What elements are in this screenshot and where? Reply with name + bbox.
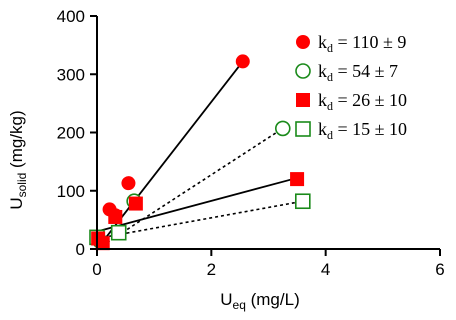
data-point <box>108 208 123 223</box>
legend-label: kd = 15 ± 10 <box>318 119 407 142</box>
x-tick-label: 4 <box>321 260 330 279</box>
fit-line <box>96 177 298 233</box>
legend-entry: kd = 110 ± 9 <box>296 32 406 55</box>
x-tick-label: 0 <box>92 260 101 279</box>
legend: kd = 110 ± 9 kd = 54 ± 7 kd = 26 ± 10 kd = … <box>295 32 407 142</box>
data-point <box>290 172 305 187</box>
data-point <box>274 120 291 137</box>
legend-entry: kd = 15 ± 10 <box>295 119 407 142</box>
data-point <box>92 233 107 248</box>
fit-line <box>96 200 303 240</box>
y-tick-label: 100 <box>57 182 85 201</box>
data-point <box>128 196 143 211</box>
y-axis-label: Usolid (mg/kg) <box>7 110 29 209</box>
legend-label: kd = 54 ± 7 <box>318 61 398 84</box>
legend-marker <box>295 63 311 79</box>
data-point <box>110 224 127 241</box>
legend-label: kd = 26 ± 10 <box>318 90 407 113</box>
axes: 0 100 200 300 400 0 2 4 6 <box>57 7 445 279</box>
fit-line <box>96 127 284 250</box>
data-point <box>294 193 311 210</box>
data-point <box>121 176 136 191</box>
legend-label: kd = 110 ± 9 <box>318 32 406 55</box>
y-tick-label: 300 <box>57 65 85 84</box>
x-tick-label: 2 <box>207 260 216 279</box>
x-tick-label: 6 <box>435 260 444 279</box>
legend-entry: kd = 54 ± 7 <box>295 61 398 84</box>
legend-marker <box>296 93 310 107</box>
data-point <box>235 54 250 69</box>
legend-marker <box>296 35 310 49</box>
legend-entry: kd = 26 ± 10 <box>296 90 407 113</box>
legend-marker <box>295 121 311 137</box>
y-tick-label: 0 <box>76 240 85 259</box>
fit-lines <box>96 60 303 250</box>
y-tick-label: 400 <box>57 7 85 26</box>
x-axis-label: Ueq (mg/L) <box>220 290 299 312</box>
y-tick-label: 200 <box>57 124 85 143</box>
data-points <box>89 54 311 251</box>
